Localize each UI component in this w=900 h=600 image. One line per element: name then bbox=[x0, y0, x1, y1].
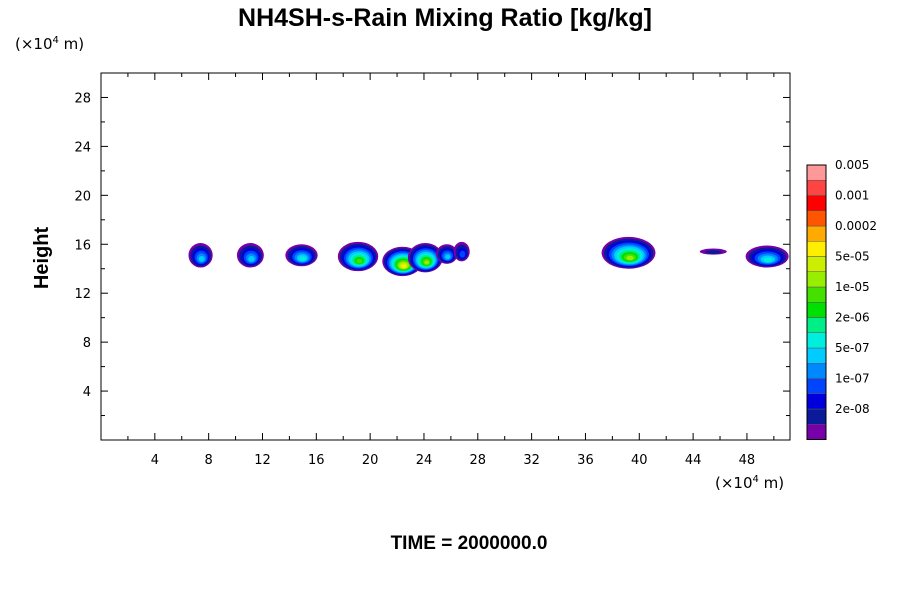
x-tick-label: 48 bbox=[739, 453, 756, 468]
colorbar-swatch bbox=[806, 256, 827, 272]
colorbar: 2e-08 1e-07 5e-07 2e-06 1e-05 5e-05 0.0002 0.00… bbox=[806, 158, 877, 440]
y-tick-label: 20 bbox=[74, 189, 91, 204]
colorbar-swatch bbox=[806, 225, 827, 242]
precip-cell-7 bbox=[436, 244, 458, 264]
colorbar-label: 2e-06 bbox=[835, 311, 870, 325]
cell-level bbox=[198, 255, 205, 262]
plot-frame bbox=[100, 72, 791, 441]
y-unit-exponent: 4 bbox=[53, 35, 59, 46]
cell-level bbox=[705, 250, 722, 255]
precip-cell-4 bbox=[337, 241, 379, 272]
colorbar-label: 1e-07 bbox=[835, 372, 870, 386]
precip-cell-3 bbox=[285, 244, 318, 267]
y-axis-unit: (×104 m) bbox=[15, 35, 84, 53]
x-axis-unit: (×104 m) bbox=[715, 474, 784, 492]
y-axis-label: Height bbox=[31, 227, 53, 290]
colorbar-swatch bbox=[806, 363, 827, 379]
x-tick-label: 20 bbox=[362, 453, 379, 468]
chart-title: NH4SH-s-Rain Mixing Ratio [kg/kg] bbox=[238, 4, 652, 32]
x-unit-suffix: m) bbox=[759, 474, 784, 492]
colorbar-swatch bbox=[806, 195, 827, 211]
y-tick-label: 12 bbox=[74, 287, 91, 302]
time-label: TIME = 2000000.0 bbox=[391, 533, 548, 554]
precip-cell-11 bbox=[745, 245, 789, 268]
x-unit-prefix: (×10 bbox=[715, 474, 753, 492]
y-tick-label: 28 bbox=[74, 91, 91, 106]
x-tick-label: 40 bbox=[631, 453, 648, 468]
x-unit-exponent: 4 bbox=[753, 474, 759, 485]
colorbar-swatch bbox=[806, 241, 827, 257]
colorbar-swatch bbox=[806, 271, 827, 288]
cell-level bbox=[424, 260, 430, 265]
cell-level bbox=[356, 258, 363, 264]
y-tick-label: 8 bbox=[83, 336, 91, 351]
x-tick-label: 28 bbox=[470, 453, 487, 468]
colorbar-swatch bbox=[806, 408, 827, 425]
colorbar-swatch bbox=[806, 393, 827, 410]
colorbar-label: 5e-07 bbox=[835, 341, 870, 355]
colorbar-label: 0.005 bbox=[835, 158, 869, 172]
colorbar-swatch bbox=[806, 164, 827, 181]
colorbar-swatch bbox=[806, 302, 827, 318]
colorbar-swatch bbox=[806, 378, 827, 394]
colorbar-label: 5e-05 bbox=[835, 250, 870, 264]
precip-cell-6 bbox=[407, 243, 443, 273]
colorbar-label: 0.001 bbox=[835, 189, 869, 203]
colorbar-swatch bbox=[806, 424, 827, 440]
precip-cell-10 bbox=[699, 248, 727, 255]
colorbar-swatch bbox=[806, 317, 827, 333]
cell-level bbox=[401, 264, 407, 268]
precip-cell-8 bbox=[453, 241, 470, 262]
x-tick-label: 16 bbox=[308, 453, 325, 468]
cell-level bbox=[626, 255, 634, 261]
colorbar-frame bbox=[806, 164, 827, 440]
colorbar-label: 1e-05 bbox=[835, 280, 870, 294]
colorbar-label: 2e-08 bbox=[835, 402, 870, 416]
cell-level bbox=[445, 254, 451, 260]
cell-level bbox=[459, 250, 466, 258]
y-tick-label: 16 bbox=[74, 238, 91, 253]
colorbar-swatch bbox=[806, 210, 827, 227]
x-tick-label: 12 bbox=[254, 453, 271, 468]
x-tick-label: 44 bbox=[685, 453, 702, 468]
precip-cell-9 bbox=[601, 236, 656, 269]
colorbar-label: 0.0002 bbox=[835, 219, 877, 233]
x-tick-label: 4 bbox=[151, 453, 159, 468]
cell-level bbox=[763, 257, 773, 263]
y-unit-prefix: (×10 bbox=[15, 35, 53, 53]
cell-level bbox=[248, 255, 255, 262]
x-tick-label: 36 bbox=[577, 453, 594, 468]
x-tick-label: 32 bbox=[523, 453, 540, 468]
colorbar-swatch bbox=[806, 332, 827, 349]
colorbar-swatch bbox=[806, 347, 827, 364]
precip-cell-2 bbox=[236, 243, 264, 268]
y-tick-label: 24 bbox=[74, 140, 91, 155]
precipitation-cells bbox=[188, 236, 789, 277]
colorbar-swatch bbox=[806, 286, 827, 303]
colorbar-swatch bbox=[806, 180, 827, 196]
x-tick-label: 8 bbox=[205, 453, 213, 468]
y-tick-label: 4 bbox=[83, 385, 91, 400]
x-tick-label: 24 bbox=[416, 453, 433, 468]
y-unit-suffix: m) bbox=[59, 35, 84, 53]
cell-level bbox=[299, 256, 306, 261]
precip-cell-1 bbox=[188, 243, 213, 268]
